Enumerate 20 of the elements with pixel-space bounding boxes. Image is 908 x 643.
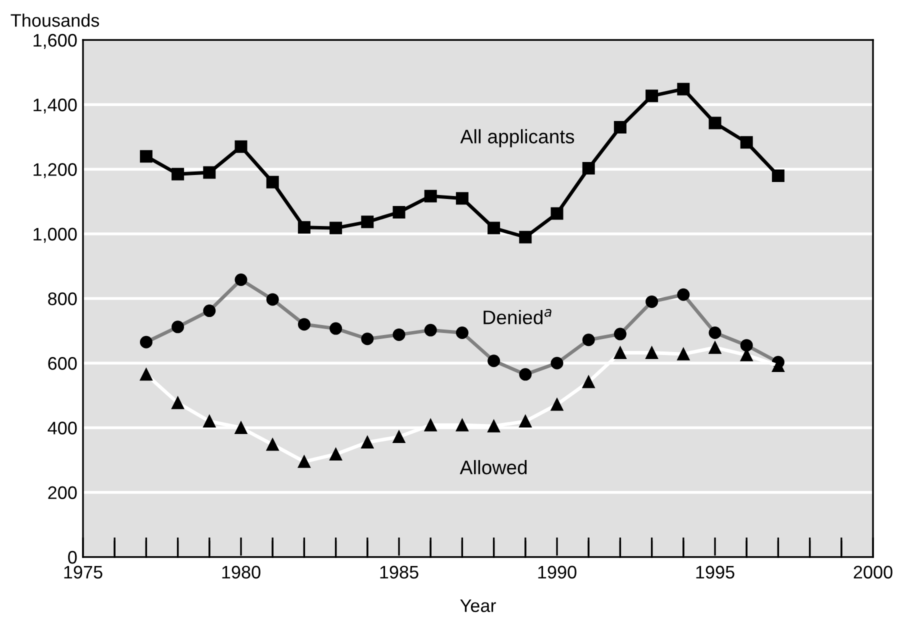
x-tick-label: 1990 xyxy=(538,566,576,579)
y-axis-title: Thousands xyxy=(10,14,100,27)
y-tick-label: 800 xyxy=(48,292,77,306)
y-tick-label: 0 xyxy=(68,550,77,564)
y-tick-label: 1,400 xyxy=(34,98,77,114)
series-label: Denied$^{a}$ xyxy=(484,309,552,324)
y-tick-label: 400 xyxy=(48,422,77,434)
y-tick-label: 1,600 xyxy=(34,34,77,49)
y-tick-label: 1,200 xyxy=(34,163,77,178)
y-tick-label: 200 xyxy=(48,486,77,500)
x-tick-label: 1975 xyxy=(64,566,102,579)
x-tick-label: 1995 xyxy=(696,566,734,579)
x-axis-title: Year xyxy=(460,599,496,612)
x-tick-label: 2000 xyxy=(854,566,892,579)
y-tick-label: 600 xyxy=(48,357,77,370)
x-tick-label: 1980 xyxy=(222,566,260,579)
y-tick-label: 1,000 xyxy=(34,228,77,243)
series-label: All applicants xyxy=(460,129,574,148)
x-tick-label: 1985 xyxy=(380,566,418,579)
series-label: Allowed xyxy=(460,460,527,474)
